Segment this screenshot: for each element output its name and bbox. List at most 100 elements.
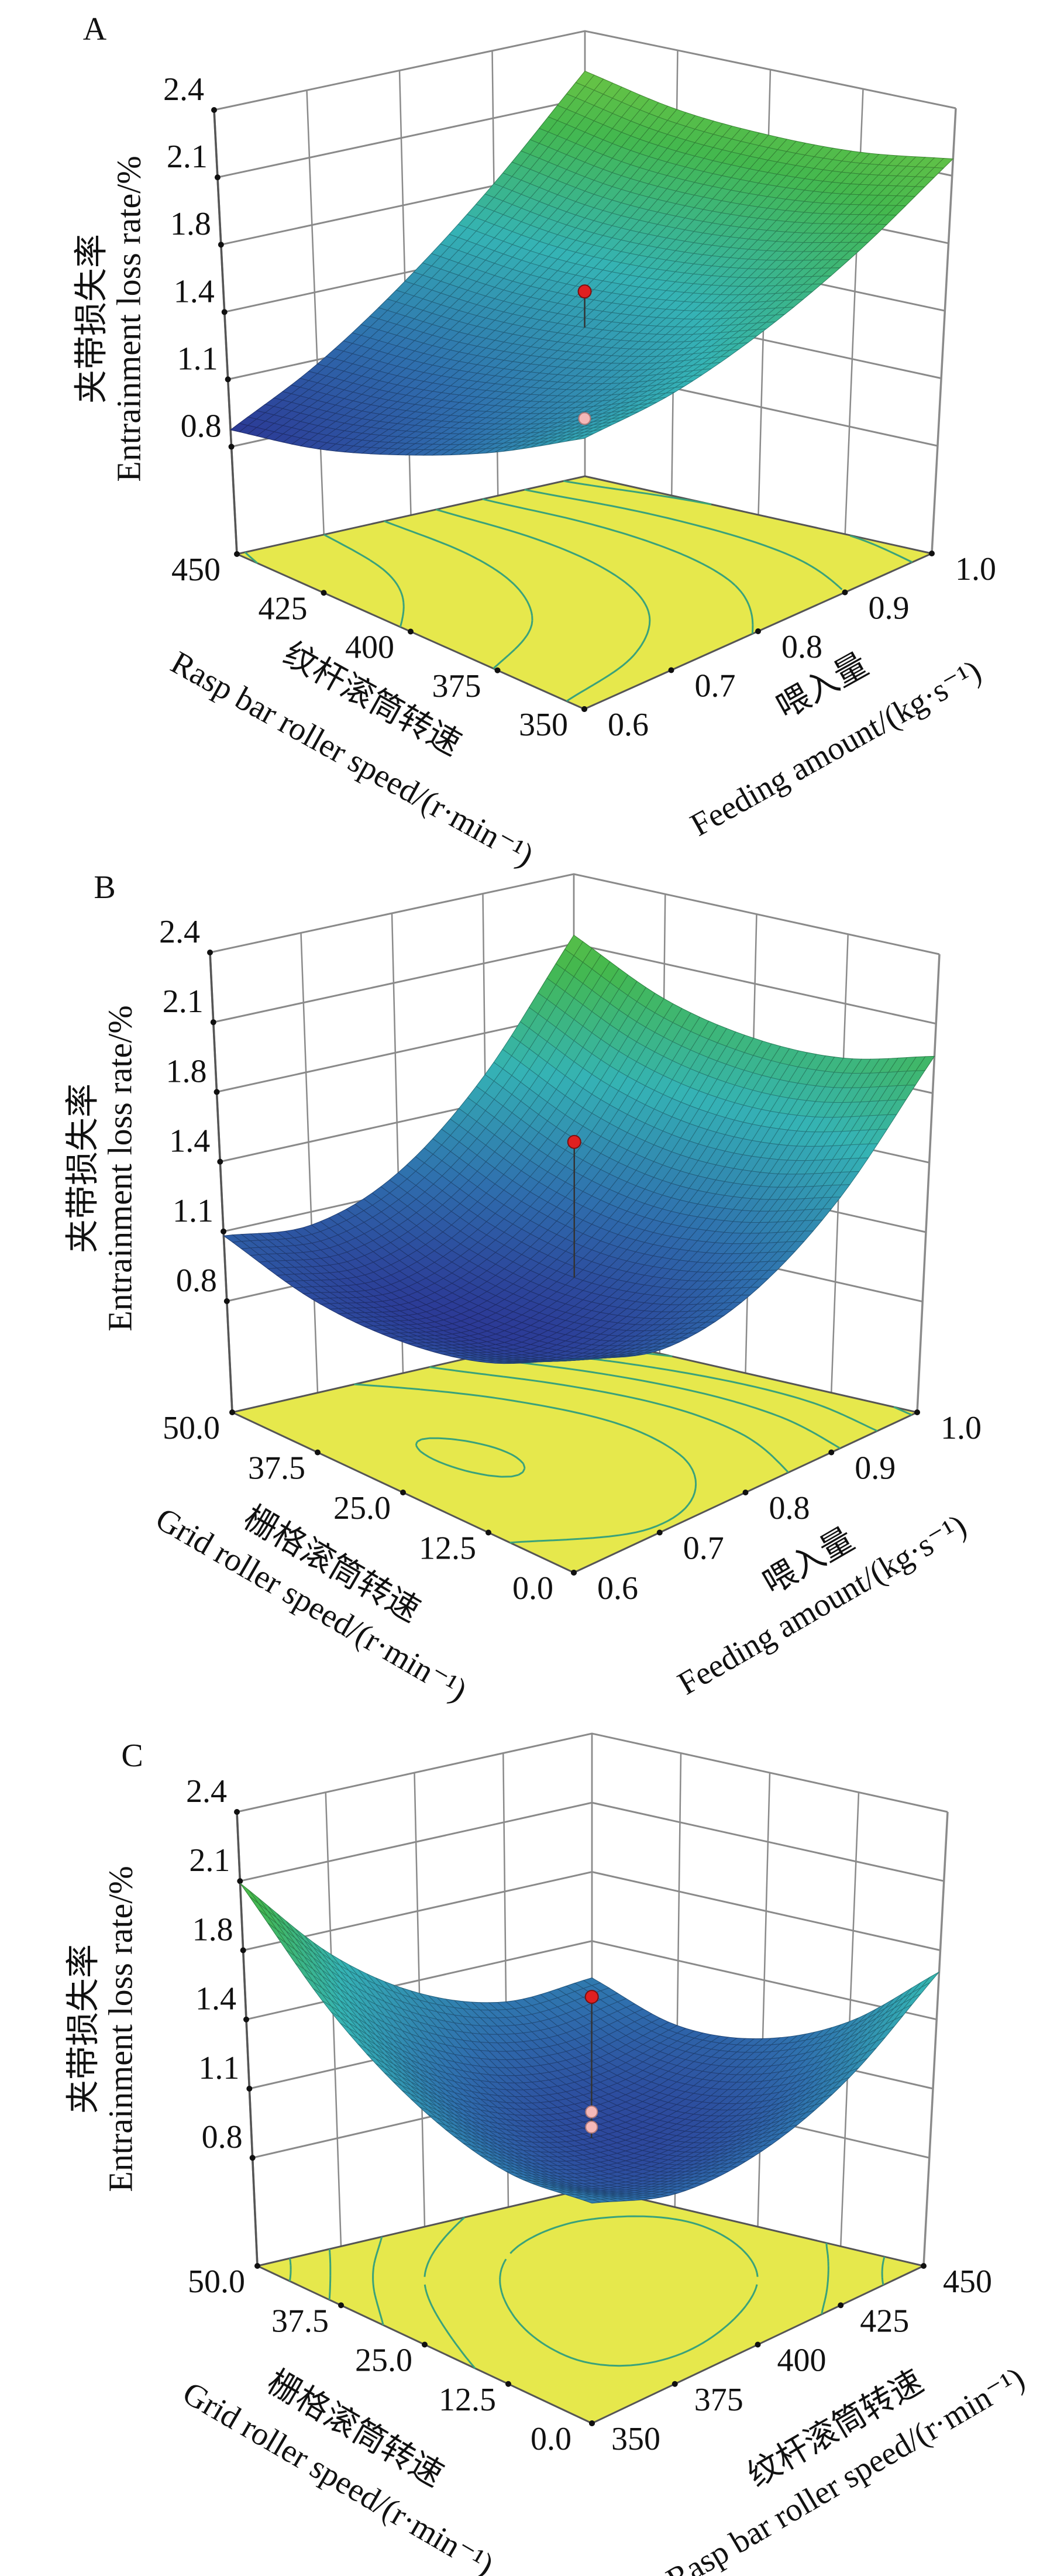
z-tick-mark	[221, 1228, 227, 1234]
y-tick-mark	[842, 589, 848, 596]
z-tick-label: 2.1	[189, 1842, 230, 1879]
y-tick-mark	[571, 1570, 577, 1576]
x-tick-mark	[315, 1449, 321, 1456]
z-tick-mark	[243, 2016, 249, 2023]
z-tick-label: 1.1	[173, 1193, 214, 1229]
y-tick-label: 375	[694, 2382, 743, 2418]
z-tick-mark	[240, 1947, 246, 1954]
design-point	[577, 284, 592, 299]
z-tick-mark	[223, 1298, 230, 1305]
x-tick-label: 0.0	[512, 1570, 553, 1607]
contour-line	[524, 489, 843, 590]
x-tick-mark	[422, 2341, 428, 2348]
z-tick-label: 0.8	[202, 2119, 243, 2155]
z-tick-mark	[217, 1158, 223, 1165]
y-tick-label: 0.6	[608, 707, 649, 743]
y-tick-label: 425	[860, 2303, 909, 2339]
x-tick-mark	[338, 2302, 344, 2309]
z-tick-label: 1.1	[177, 341, 218, 377]
x-tick-label: 12.5	[439, 2382, 496, 2418]
z-tick-mark	[246, 2085, 253, 2092]
wall-gridline-vertical	[916, 954, 941, 1413]
y-tick-mark	[828, 1449, 835, 1456]
y-tick-mark	[755, 628, 761, 634]
chart-panel-a: 0.81.11.41.82.12.43503754004254500.60.70…	[73, 11, 997, 874]
z-axis-title-cn: 夹带损失率	[73, 234, 111, 404]
contour-line	[328, 2249, 332, 2300]
x-tick-label: 350	[519, 707, 568, 743]
y-tick-mark	[742, 1490, 749, 1495]
y-tick-mark	[668, 667, 674, 673]
z-tick-mark	[228, 443, 235, 450]
contour-line	[482, 498, 754, 634]
z-tick-label: 2.1	[167, 139, 208, 175]
x-tick-label: 37.5	[248, 1450, 305, 1487]
z-tick-label: 2.4	[186, 1773, 227, 1810]
design-point	[567, 1134, 581, 1149]
panel-label: A	[83, 11, 107, 47]
x-tick-mark	[321, 590, 327, 596]
design-point	[584, 1990, 599, 2004]
x-tick-mark	[505, 2381, 511, 2387]
y-tick-label: 0.7	[695, 668, 736, 704]
panel-label: B	[94, 869, 115, 906]
x-tick-mark	[254, 2263, 260, 2269]
z-axis-title-cn: 夹带损失率	[64, 1084, 102, 1253]
z-axis-line	[213, 109, 238, 555]
y-tick-mark	[914, 1409, 920, 1415]
x-tick-label: 25.0	[333, 1490, 391, 1526]
response-surface	[223, 934, 935, 1364]
response-surface	[240, 1883, 939, 2204]
x-tick-label: 450	[171, 552, 221, 588]
y-tick-mark	[589, 2420, 595, 2426]
z-tick-label: 0.8	[181, 408, 222, 445]
y-tick-mark	[755, 2341, 761, 2348]
x-tick-label: 50.0	[188, 2264, 245, 2300]
chart-panel-b: 0.81.11.41.82.12.40.012.525.037.550.00.6…	[64, 869, 982, 1709]
y-tick-label: 0.9	[869, 590, 910, 627]
x-tick-mark	[408, 628, 414, 635]
y-tick-mark	[929, 551, 935, 556]
design-point-below-surface	[578, 412, 591, 425]
y-tick-label: 400	[777, 2343, 827, 2379]
y-tick-mark	[921, 2263, 927, 2269]
z-tick-mark	[249, 2155, 256, 2161]
contour-floor	[234, 475, 935, 710]
x-tick-label: 375	[432, 668, 481, 704]
contour-line	[436, 508, 651, 702]
z-tick-label: 1.4	[195, 1981, 236, 2017]
x-tick-label: 37.5	[271, 2303, 329, 2339]
contour-line	[323, 534, 405, 628]
x-tick-label: 12.5	[419, 1531, 476, 1567]
z-tick-mark	[210, 1019, 216, 1026]
z-tick-mark	[214, 1089, 220, 1095]
x-tick-mark	[494, 667, 501, 673]
y-tick-label: 0.9	[855, 1450, 896, 1487]
wall-gridline-vertical	[306, 90, 325, 535]
z-tick-mark	[234, 1809, 240, 1815]
z-tick-mark	[211, 107, 217, 113]
x-tick-label: 425	[259, 590, 308, 627]
z-tick-label: 1.4	[169, 1123, 210, 1160]
surface-facet	[575, 433, 594, 441]
z-tick-label: 1.4	[174, 273, 215, 309]
y-tick-mark	[656, 1529, 663, 1536]
x-tick-mark	[400, 1490, 406, 1495]
y-tick-label: 0.8	[769, 1490, 810, 1526]
x-tick-mark	[234, 551, 240, 557]
z-tick-label: 2.4	[163, 71, 204, 108]
surface-facet	[240, 1883, 259, 1904]
contour-line	[563, 480, 913, 563]
x-tick-label: 25.0	[355, 2343, 412, 2379]
chart-panel-c: 0.81.11.41.82.12.40.012.525.037.550.0350…	[64, 1732, 1031, 2576]
z-tick-mark	[214, 174, 221, 181]
y-tick-label: 1.0	[955, 551, 996, 587]
y-tick-mark	[838, 2302, 844, 2309]
z-axis-title-en: Entrainment loss rate/%	[101, 1005, 139, 1331]
surface-facet	[921, 1971, 939, 1988]
y-tick-label: 1.0	[941, 1410, 982, 1446]
y-tick-label: 450	[943, 2264, 992, 2300]
wall-gridline-vertical	[931, 108, 957, 554]
x-tick-mark	[229, 1409, 235, 1415]
